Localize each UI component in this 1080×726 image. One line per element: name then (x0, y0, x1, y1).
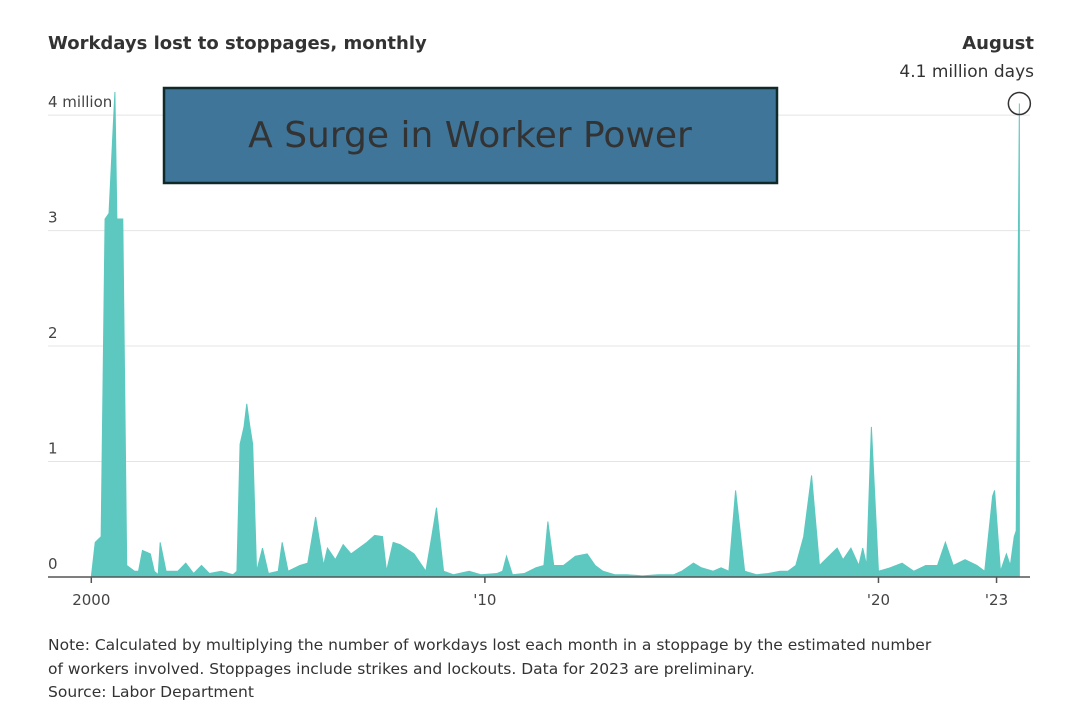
chart-title: A Surge in Worker Power (248, 115, 692, 156)
y-tick-label: 3 (48, 209, 58, 227)
y-tick-label: 0 (48, 555, 58, 573)
note-line: of workers involved. Stoppages include s… (48, 660, 755, 678)
annotation-text: 4.1 million days (899, 62, 1034, 82)
x-tick-label: '20 (867, 591, 890, 609)
x-tick-label: '10 (473, 591, 496, 609)
chart-subtitle: Workdays lost to stoppages, monthly (48, 33, 427, 54)
y-tick-label: 2 (48, 324, 58, 342)
headline-box (162, 86, 779, 185)
note: Note: Calculated by multiplying the numb… (48, 636, 932, 678)
annotation-marker (1007, 91, 1032, 116)
y-tick-label: 1 (48, 440, 58, 458)
y-tick-label: 4 million (48, 93, 112, 111)
source: Source: Labor Department (48, 683, 254, 701)
note-line: Note: Calculated by multiplying the numb… (48, 636, 932, 654)
x-tick-label: '23 (985, 591, 1008, 609)
annotation-title: August (962, 33, 1034, 54)
x-tick-label: 2000 (72, 591, 110, 609)
area (90, 91, 1020, 578)
